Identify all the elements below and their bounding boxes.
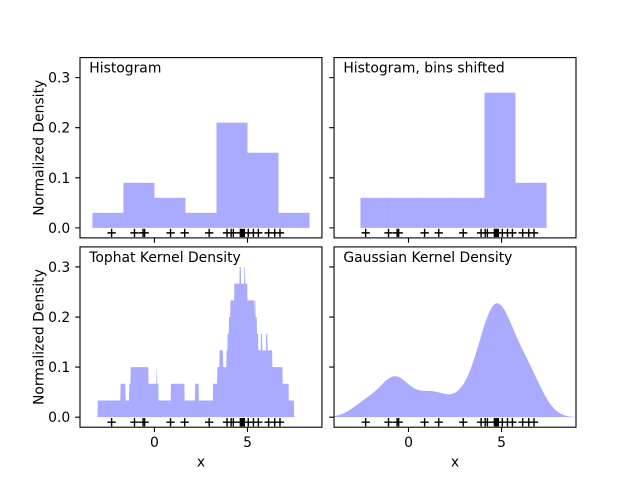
x-tick-label: 0 <box>150 435 159 451</box>
y-axis-label: Normalized Density <box>32 269 48 405</box>
y-axis-label: Normalized Density <box>32 80 48 216</box>
histogram-bar <box>154 197 186 228</box>
panel-title: Histogram <box>89 61 161 77</box>
axes-frame <box>79 246 323 428</box>
panel-tophat-kernel-density: 0 5 0.0 0.1 0.2 0.3 Tophat Kernel Density x Norm… <box>32 246 323 471</box>
panel-plot-area <box>334 303 576 427</box>
panel-histogram-bins-shifted: Histogram, bins shifted <box>329 57 577 243</box>
gaussian-density-fill <box>334 303 576 418</box>
axes-frame <box>333 246 577 428</box>
data-rug-markers <box>107 228 285 238</box>
histogram-bar <box>453 197 485 228</box>
panel-histogram: 0.0 0.1 0.2 0.3 Histogram Normalized Density <box>32 57 323 243</box>
axes-frame <box>333 57 577 239</box>
data-rug-markers <box>361 228 539 238</box>
panel-plot-area <box>80 266 322 427</box>
histogram-bar <box>360 197 392 228</box>
y-tick-label: 0.0 <box>48 410 70 426</box>
y-tick-label: 0.1 <box>48 171 70 187</box>
histogram-bar <box>391 197 423 228</box>
axes-frame <box>79 57 323 239</box>
histogram-bar <box>515 182 547 228</box>
tophat-density-fill <box>80 266 322 418</box>
panel-title: Tophat Kernel Density <box>88 250 240 266</box>
panel-plot-area <box>360 92 547 238</box>
histogram-bar <box>422 197 454 228</box>
histogram-bar <box>185 212 217 228</box>
axis-ticks <box>329 266 503 433</box>
histogram-bar <box>278 212 310 228</box>
histogram-bars <box>360 92 547 228</box>
y-tick-label: 0.3 <box>48 71 70 87</box>
axis-ticks <box>75 77 249 243</box>
data-rug-markers <box>361 418 539 427</box>
panel-gaussian-kernel-density: 0 5 Gaussian Kernel Density x <box>329 246 577 471</box>
x-axis-label: x <box>197 455 205 471</box>
y-tick-label: 0.2 <box>48 121 70 137</box>
y-tick-label: 0.3 <box>48 260 70 276</box>
histogram-bar <box>247 152 279 228</box>
x-axis-label: x <box>451 455 459 471</box>
histogram-bar <box>484 92 516 228</box>
y-tick-label: 0.2 <box>48 310 70 326</box>
y-tick-label: 0.0 <box>48 221 70 237</box>
histogram-bar <box>216 122 248 228</box>
histogram-bar <box>123 182 155 228</box>
y-tick-label: 0.1 <box>48 360 70 376</box>
x-tick-label: 5 <box>497 435 506 451</box>
axis-ticks <box>329 77 503 243</box>
data-rug-markers <box>107 418 285 427</box>
panel-title: Histogram, bins shifted <box>343 61 504 77</box>
histogram-bars <box>92 122 310 228</box>
histogram-bar <box>92 212 124 228</box>
panel-title: Gaussian Kernel Density <box>343 250 512 266</box>
x-tick-label: 5 <box>243 435 252 451</box>
panel-plot-area <box>92 122 310 238</box>
axis-ticks <box>75 266 249 433</box>
x-tick-label: 0 <box>404 435 413 451</box>
